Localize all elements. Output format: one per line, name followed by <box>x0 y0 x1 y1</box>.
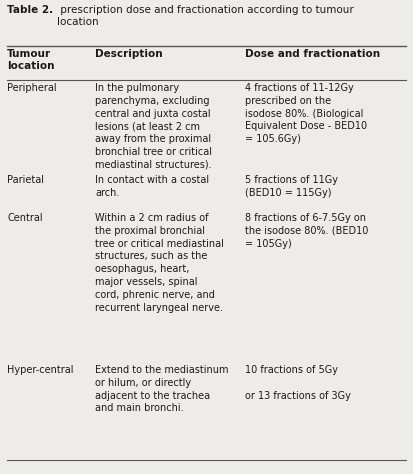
Text: Table 2.: Table 2. <box>7 5 53 15</box>
Text: Dose and fractionation: Dose and fractionation <box>245 49 380 59</box>
Text: 5 fractions of 11Gy
(BED10 = 115Gy): 5 fractions of 11Gy (BED10 = 115Gy) <box>245 175 338 198</box>
Text: In the pulmonary
parenchyma, excluding
central and juxta costal
lesions (at leas: In the pulmonary parenchyma, excluding c… <box>95 83 212 170</box>
Text: Parietal: Parietal <box>7 175 44 185</box>
Text: prescription dose and fractionation according to tumour
location: prescription dose and fractionation acco… <box>57 5 354 27</box>
Text: In contact with a costal
arch.: In contact with a costal arch. <box>95 175 209 198</box>
Text: 4 fractions of 11-12Gy
prescribed on the
isodose 80%. (Biological
Equivalent Dos: 4 fractions of 11-12Gy prescribed on the… <box>245 83 367 144</box>
Text: Hyper-central: Hyper-central <box>7 365 74 375</box>
Text: 8 fractions of 6-7.5Gy on
the isodose 80%. (BED10
= 105Gy): 8 fractions of 6-7.5Gy on the isodose 80… <box>245 213 368 248</box>
Text: Tumour
location: Tumour location <box>7 49 55 72</box>
Text: Description: Description <box>95 49 163 59</box>
Text: Peripheral: Peripheral <box>7 83 57 93</box>
Text: Within a 2 cm radius of
the proximal bronchial
tree or critical mediastinal
stru: Within a 2 cm radius of the proximal bro… <box>95 213 224 312</box>
Text: Central: Central <box>7 213 43 223</box>
Text: Extend to the mediastinum
or hilum, or directly
adjacent to the trachea
and main: Extend to the mediastinum or hilum, or d… <box>95 365 228 413</box>
Text: 10 fractions of 5Gy

or 13 fractions of 3Gy: 10 fractions of 5Gy or 13 fractions of 3… <box>245 365 351 401</box>
